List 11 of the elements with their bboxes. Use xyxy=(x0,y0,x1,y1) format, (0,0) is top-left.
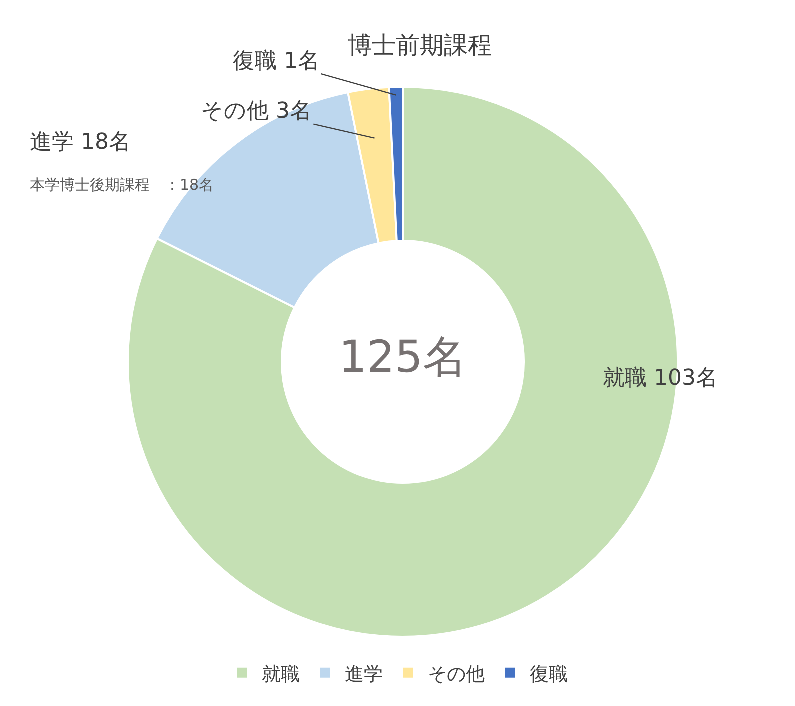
data-label: その他 3名 xyxy=(201,99,312,124)
legend-label: 復職 xyxy=(530,663,568,686)
legend-label: 進学 xyxy=(345,663,383,686)
text: 本学博士後期課程 ：18名 xyxy=(30,176,214,194)
data-label: 復職 1名 xyxy=(233,49,320,74)
legend-label: 就職 xyxy=(262,663,300,686)
text: 125名 xyxy=(339,332,467,383)
data-label: 進学 18名 xyxy=(30,130,131,155)
chart-title: 博士前期課程 xyxy=(348,31,492,60)
data-label: 就職 103名 xyxy=(603,366,718,391)
legend-label: その他 xyxy=(428,663,485,686)
